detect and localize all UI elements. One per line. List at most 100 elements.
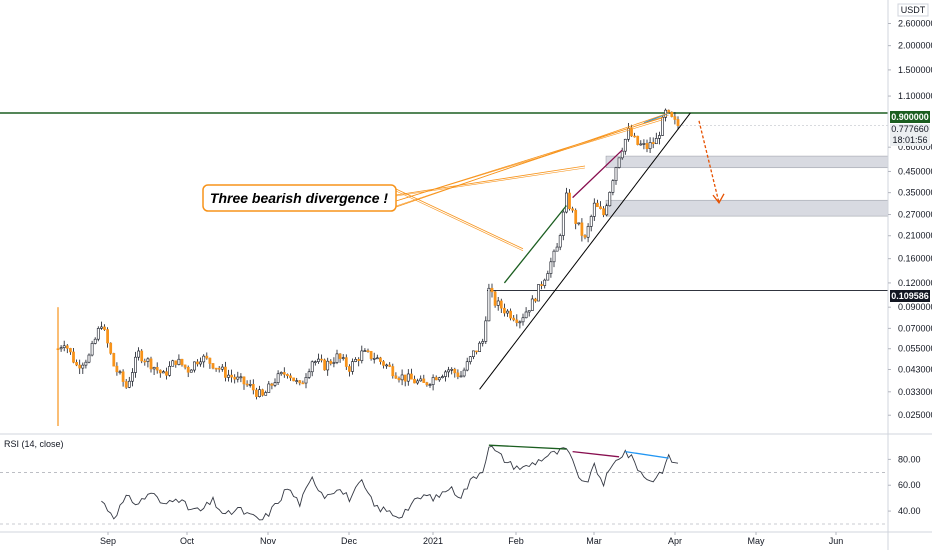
candle-body — [661, 117, 664, 136]
candle-body — [292, 377, 295, 382]
candle-body — [224, 366, 227, 378]
candle-body — [279, 372, 283, 375]
time-tick-label: Jun — [829, 536, 844, 546]
candle-body — [561, 211, 565, 236]
candle-body — [264, 392, 268, 396]
candle-body — [360, 350, 364, 361]
candle-body — [248, 384, 252, 386]
projection-arrow-head — [712, 193, 725, 205]
divergence-callout[interactable]: Three bearish divergence ! — [202, 184, 397, 212]
candle-body — [230, 374, 233, 378]
candle-body — [202, 355, 206, 363]
candle-body — [165, 371, 168, 376]
price-tick-label: 0.033000 — [898, 387, 932, 397]
candle-body — [602, 208, 605, 216]
candle-body — [239, 376, 243, 379]
candle-body — [208, 357, 212, 364]
divergence-line-green — [503, 205, 567, 284]
candle-body — [565, 192, 568, 213]
currency-label: USDT — [897, 3, 929, 17]
candle-body — [419, 378, 423, 382]
candle-body — [518, 321, 522, 324]
price-zone-1 — [605, 155, 889, 169]
candle-body — [174, 360, 178, 365]
price-tick-label: 2.600000 — [898, 19, 932, 29]
candle-body — [558, 235, 562, 248]
candle-body — [84, 361, 88, 366]
candle-body — [484, 320, 488, 342]
candle-body — [320, 358, 323, 361]
candle-body — [227, 374, 230, 378]
candle-body — [620, 150, 624, 159]
candle-body — [75, 362, 78, 366]
candle-body — [465, 361, 469, 371]
candle-body — [96, 328, 100, 340]
candle-body — [583, 235, 587, 238]
rsi-title: RSI (14, close) — [4, 439, 64, 449]
candle-body — [158, 369, 162, 374]
candle-body — [106, 329, 109, 344]
price-tick-label: 0.055000 — [898, 344, 932, 354]
projection-arrow — [698, 120, 720, 204]
candle-body — [100, 326, 103, 329]
candle-body — [490, 287, 494, 293]
candle-body — [568, 192, 571, 210]
candle-body — [397, 377, 401, 381]
price-tick-label: 0.450000 — [898, 166, 932, 176]
time-tick-label: Apr — [668, 536, 682, 546]
candle-body — [357, 359, 361, 361]
candle-body — [372, 358, 376, 360]
candle-body — [258, 389, 261, 397]
candle-body — [422, 378, 426, 383]
candle-body — [162, 371, 165, 374]
candle-body — [608, 192, 612, 207]
candle-body — [394, 375, 398, 379]
candle-body — [177, 358, 181, 365]
candle-body — [617, 157, 621, 168]
candle-body — [658, 135, 661, 139]
support-badge-text: 0.109586 — [891, 291, 929, 301]
callout-connector — [395, 119, 663, 202]
price-tick-label: 0.025000 — [898, 410, 932, 420]
candle-body — [115, 365, 119, 373]
candle-body — [592, 202, 596, 217]
candle-body — [338, 353, 342, 359]
candle-body — [242, 376, 246, 385]
price-tick-label: 0.210000 — [898, 231, 932, 241]
candle-body — [199, 361, 202, 365]
rsi-divergence-green — [488, 444, 567, 450]
candle-body — [171, 360, 175, 367]
candle-body — [589, 216, 593, 227]
candle-body — [577, 222, 581, 225]
candle-body — [599, 206, 602, 210]
candle-body — [127, 380, 131, 388]
candle-body — [444, 371, 447, 377]
candle-body — [118, 371, 122, 374]
rsi-line — [101, 445, 679, 521]
candle-body — [552, 250, 556, 263]
candle-body — [270, 383, 274, 386]
candle-body — [645, 143, 649, 149]
candle-body — [298, 380, 302, 384]
candle-body — [149, 358, 153, 370]
candle-body — [282, 372, 286, 375]
candle-body — [385, 364, 388, 367]
candle-body — [676, 119, 680, 126]
candle-body — [478, 342, 481, 352]
candle-body — [180, 358, 184, 366]
candle-body — [388, 364, 392, 367]
candle-body — [459, 375, 463, 378]
candle-body — [406, 373, 410, 382]
candle-body — [633, 135, 636, 138]
candle-body — [546, 273, 550, 281]
candle-body — [137, 350, 140, 358]
candle-body — [363, 350, 367, 352]
candle-body — [456, 372, 460, 377]
callout-connector — [395, 114, 669, 207]
time-tick-label: May — [747, 536, 765, 546]
candle-body — [453, 368, 457, 374]
candle-body — [636, 135, 640, 145]
candle-body — [574, 209, 578, 224]
